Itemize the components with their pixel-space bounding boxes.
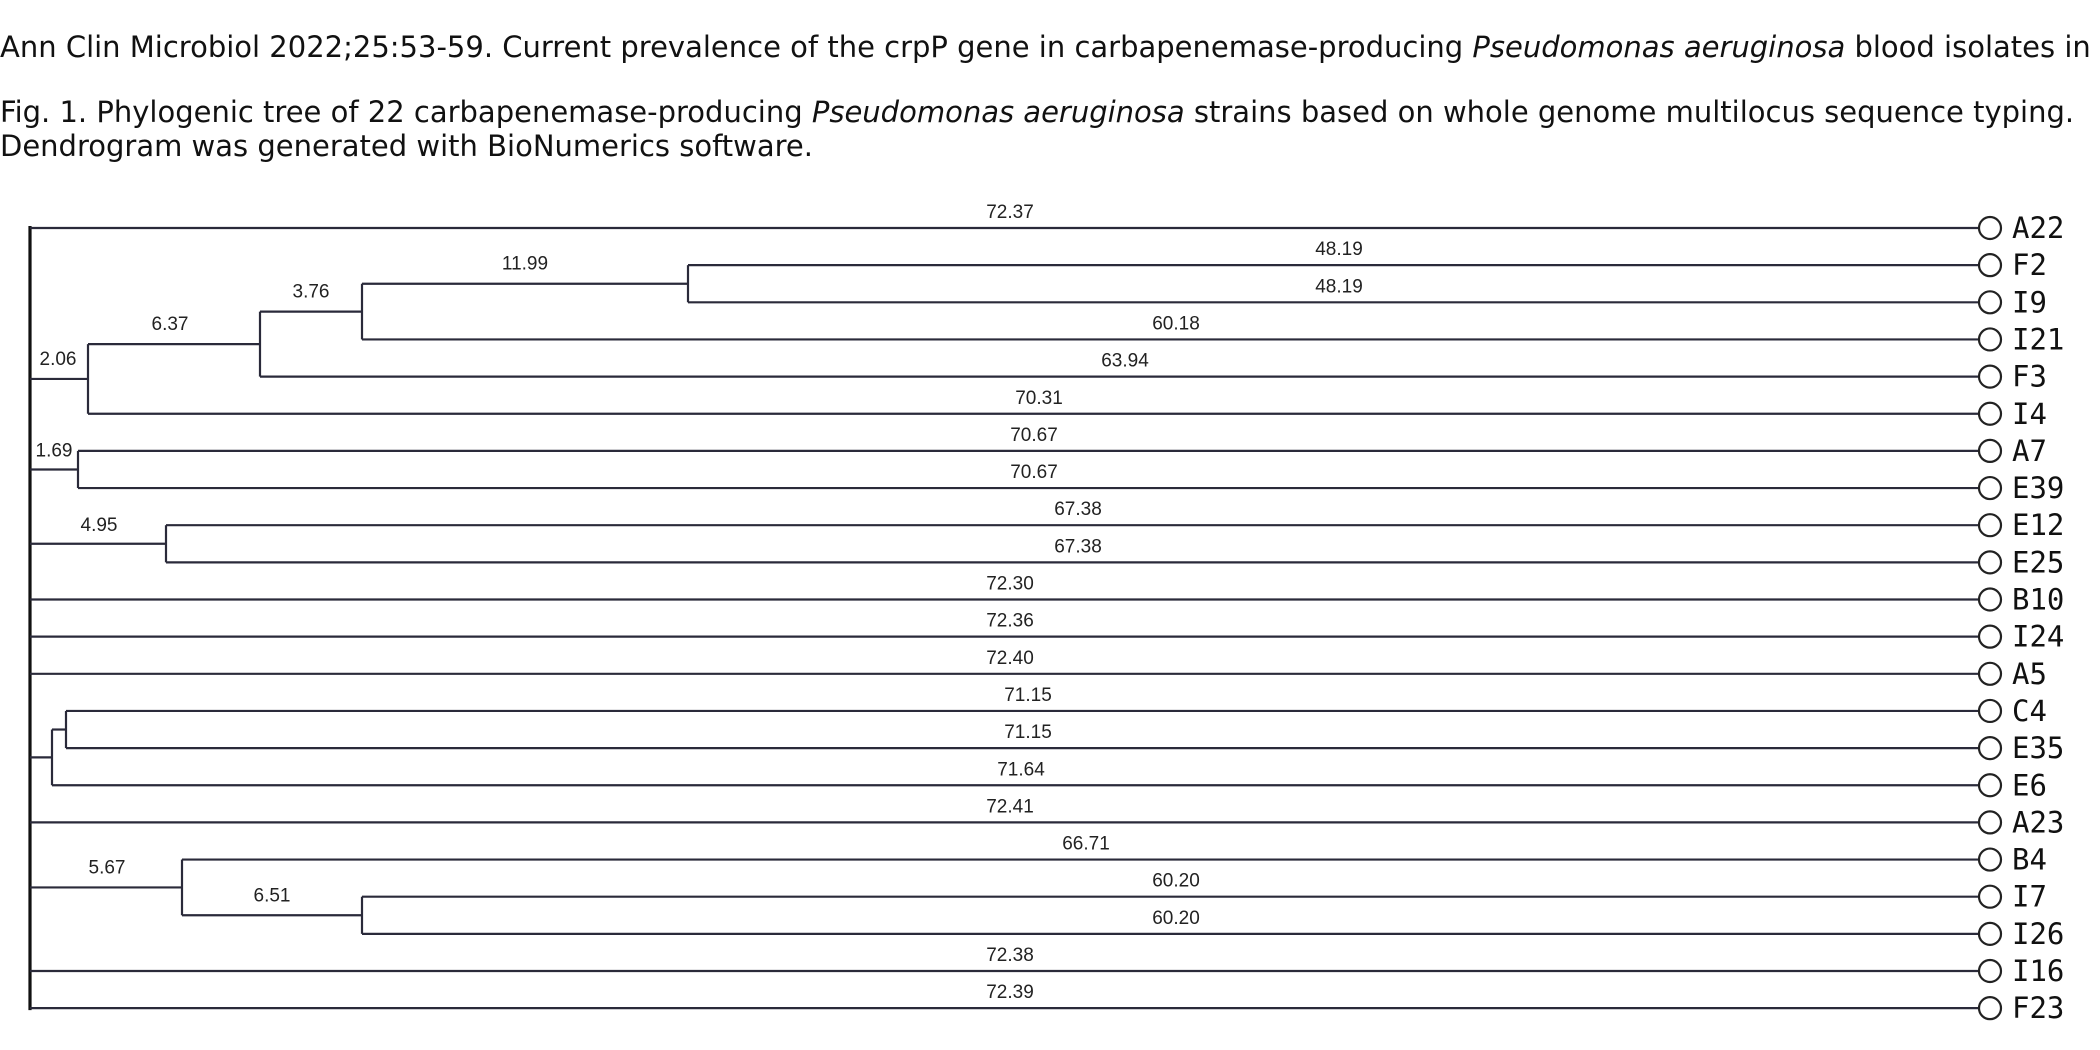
- leaf-label-a23: A23: [2012, 805, 2064, 839]
- node-distance-label: 6.51: [254, 885, 291, 906]
- tip-node-circle: [1977, 884, 2003, 909]
- tip-node-circle: [1977, 438, 2003, 463]
- leaf-distance-label: 72.40: [986, 648, 1034, 669]
- leaf-label-a22: A22: [2012, 211, 2064, 245]
- leaf-distance-label: 72.39: [986, 982, 1034, 1003]
- leaf-label-e12: E12: [2012, 508, 2064, 542]
- node-distance-label: 4.95: [81, 515, 118, 536]
- leaf-label-f23: F23: [2012, 991, 2064, 1025]
- leaf-label-i7: I7: [2012, 880, 2047, 914]
- leaf-label-b4: B4: [2012, 843, 2047, 877]
- citation-text-end: blood isolates in Korea: [1854, 30, 2100, 64]
- leaf-distance-label: 66.71: [1062, 834, 1110, 855]
- leaf-distance-label: 71.15: [1004, 722, 1052, 743]
- leaf-label-i24: I24: [2012, 620, 2064, 654]
- leaf-label-i16: I16: [2012, 954, 2064, 988]
- tip-node-circle: [1977, 215, 2003, 241]
- leaf-distance-label: 72.38: [986, 945, 1034, 966]
- citation-species: Pseudomonas aeruginosa: [1472, 30, 1846, 64]
- tip-node-circle: [1977, 587, 2003, 612]
- leaf-label-i26: I26: [2012, 917, 2064, 951]
- leaf-label-e6: E6: [2012, 768, 2047, 802]
- tip-node-circle: [1977, 661, 2003, 686]
- tip-node-circle: [1977, 475, 2003, 501]
- tip-node-circle: [1977, 364, 2003, 389]
- leaf-distance-label: 72.36: [986, 611, 1034, 632]
- leaf-label-b10: B10: [2012, 583, 2064, 617]
- tip-node-circle: [1977, 624, 2003, 649]
- tip-node-circle: [1977, 921, 2003, 946]
- tip-node-circle: [1977, 327, 2003, 352]
- tip-node-circle: [1977, 513, 2003, 538]
- leaf-label-e39: E39: [2012, 471, 2064, 505]
- leaf-distance-label: 67.38: [1054, 499, 1102, 520]
- caption-text: Fig. 1. Phylogenic tree of 22 carbapenem…: [0, 95, 812, 129]
- leaf-label-a7: A7: [2012, 434, 2047, 468]
- leaf-label-f2: F2: [2012, 248, 2047, 282]
- leaf-distance-label: 72.41: [986, 796, 1034, 817]
- leaf-label-e35: E35: [2012, 731, 2064, 765]
- node-distance-label: 1.69: [36, 440, 73, 461]
- leaf-distance-label: 48.19: [1315, 276, 1363, 297]
- tip-node-circle: [1977, 698, 2003, 724]
- leaf-distance-label: 48.19: [1315, 239, 1363, 260]
- leaf-label-i4: I4: [2012, 397, 2047, 431]
- leaf-distance-label: 60.20: [1152, 908, 1200, 929]
- leaf-distance-label: 72.30: [986, 574, 1034, 595]
- node-distance-label: 3.76: [293, 282, 330, 303]
- leaf-label-i21: I21: [2012, 322, 2064, 356]
- node-distance-label: 5.67: [89, 857, 126, 878]
- tip-node-circle: [1977, 735, 2003, 761]
- leaf-label-i9: I9: [2012, 285, 2047, 319]
- leaf-distance-label: 60.18: [1152, 313, 1200, 334]
- tip-node-circle: [1977, 253, 2003, 278]
- leaf-distance-label: 71.15: [1004, 685, 1052, 706]
- leaf-label-c4: C4: [2012, 694, 2047, 728]
- citation-line: Ann Clin Microbiol 2022;25:53-59. Curren…: [0, 28, 2100, 66]
- tip-node-circle: [1977, 958, 2003, 984]
- leaf-distance-label: 70.31: [1015, 388, 1063, 409]
- leaf-distance-label: 60.20: [1152, 871, 1200, 892]
- leaf-label-a5: A5: [2012, 657, 2047, 691]
- node-distance-label: 6.37: [152, 314, 189, 335]
- leaf-distance-label: 63.94: [1101, 351, 1149, 372]
- tip-node-circle: [1977, 996, 2003, 1021]
- tip-node-circle: [1977, 550, 2003, 575]
- leaf-distance-label: 71.64: [997, 759, 1045, 780]
- tip-node-circle: [1977, 847, 2003, 872]
- leaf-distance-label: 72.37: [986, 202, 1034, 223]
- caption-text-end: strains based on whole genome multilocus…: [0, 95, 2075, 163]
- node-distance-label: 2.06: [40, 349, 77, 370]
- tip-node-circle: [1977, 401, 2003, 426]
- tip-node-circle: [1977, 773, 2003, 798]
- leaf-distance-label: 67.38: [1054, 536, 1102, 557]
- leaf-distance-label: 70.67: [1010, 425, 1058, 446]
- leaf-distance-label: 70.67: [1010, 462, 1058, 483]
- figure-caption: Fig. 1. Phylogenic tree of 22 carbapenem…: [0, 95, 2092, 163]
- tip-node-circle: [1977, 810, 2003, 835]
- leaf-label-f3: F3: [2012, 360, 2047, 394]
- caption-species: Pseudomonas aeruginosa: [811, 95, 1185, 129]
- node-distance-label: 11.99: [502, 254, 548, 275]
- phylogenetic-tree: 11.99 3.76 6.37 2.06 1.69 4.95 6.51 5.67 72.37 A2…: [28, 202, 2064, 1025]
- tip-node-circle: [1977, 290, 2003, 315]
- citation-text: Ann Clin Microbiol 2022;25:53-59. Curren…: [0, 30, 1473, 64]
- leaf-label-e25: E25: [2012, 545, 2064, 579]
